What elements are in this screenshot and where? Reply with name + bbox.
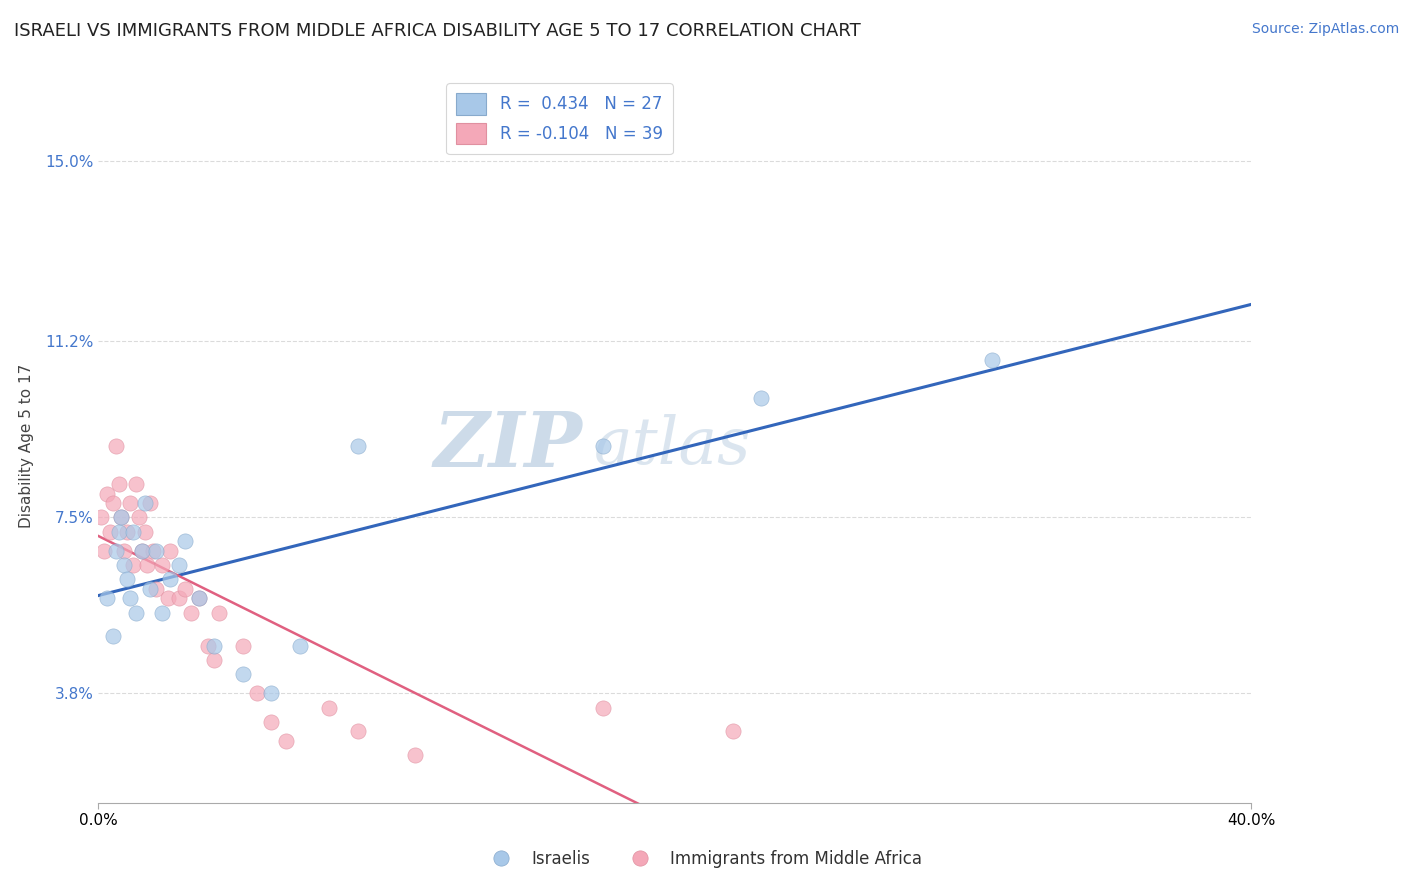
- Point: [145, 543, 167, 558]
- Point: [167, 558, 190, 572]
- Point: [98, 524, 121, 539]
- Point: [93, 543, 115, 558]
- Point: [110, 510, 132, 524]
- Point: [290, 639, 312, 653]
- Legend: R =  0.434   N = 27, R = -0.104   N = 39: R = 0.434 N = 27, R = -0.104 N = 39: [447, 83, 672, 154]
- Point: [721, 724, 744, 739]
- Point: [104, 439, 127, 453]
- Point: [101, 629, 124, 643]
- Point: [128, 510, 150, 524]
- Point: [134, 496, 156, 510]
- Point: [592, 700, 614, 714]
- Point: [231, 639, 254, 653]
- Point: [159, 572, 181, 586]
- Point: [346, 439, 368, 453]
- Point: [188, 591, 211, 606]
- Point: [112, 558, 135, 572]
- Point: [117, 524, 139, 539]
- Point: [134, 524, 156, 539]
- Point: [592, 439, 614, 453]
- Point: [405, 748, 427, 763]
- Point: [104, 543, 127, 558]
- Point: [167, 591, 190, 606]
- Point: [202, 653, 225, 667]
- Point: [174, 582, 197, 596]
- Point: [139, 496, 162, 510]
- Point: [90, 510, 112, 524]
- Point: [180, 606, 202, 620]
- Point: [101, 496, 124, 510]
- Point: [751, 392, 773, 406]
- Text: ISRAELI VS IMMIGRANTS FROM MIDDLE AFRICA DISABILITY AGE 5 TO 17 CORRELATION CHAR: ISRAELI VS IMMIGRANTS FROM MIDDLE AFRICA…: [14, 22, 860, 40]
- Text: atlas: atlas: [595, 414, 752, 478]
- Point: [318, 700, 340, 714]
- Point: [197, 639, 219, 653]
- Point: [174, 534, 197, 549]
- Point: [117, 572, 139, 586]
- Point: [142, 543, 165, 558]
- Point: [159, 543, 181, 558]
- Point: [260, 714, 283, 729]
- Point: [125, 606, 148, 620]
- Point: [188, 591, 211, 606]
- Point: [981, 353, 1004, 368]
- Legend: Israelis, Immigrants from Middle Africa: Israelis, Immigrants from Middle Africa: [478, 844, 928, 875]
- Point: [110, 510, 132, 524]
- Y-axis label: Disability Age 5 to 17: Disability Age 5 to 17: [20, 364, 34, 528]
- Point: [131, 543, 153, 558]
- Point: [150, 558, 173, 572]
- Point: [120, 496, 142, 510]
- Point: [96, 591, 118, 606]
- Point: [96, 486, 118, 500]
- Point: [125, 477, 148, 491]
- Point: [202, 639, 225, 653]
- Point: [122, 524, 145, 539]
- Text: ZIP: ZIP: [434, 409, 582, 483]
- Point: [260, 686, 283, 700]
- Point: [208, 606, 231, 620]
- Point: [136, 558, 159, 572]
- Point: [131, 543, 153, 558]
- Point: [122, 558, 145, 572]
- Point: [150, 606, 173, 620]
- Point: [107, 524, 129, 539]
- Point: [139, 582, 162, 596]
- Point: [107, 477, 129, 491]
- Point: [112, 543, 135, 558]
- Point: [274, 734, 297, 748]
- Point: [120, 591, 142, 606]
- Point: [231, 667, 254, 681]
- Point: [246, 686, 269, 700]
- Text: Source: ZipAtlas.com: Source: ZipAtlas.com: [1251, 22, 1399, 37]
- Point: [156, 591, 179, 606]
- Point: [145, 582, 167, 596]
- Point: [346, 724, 368, 739]
